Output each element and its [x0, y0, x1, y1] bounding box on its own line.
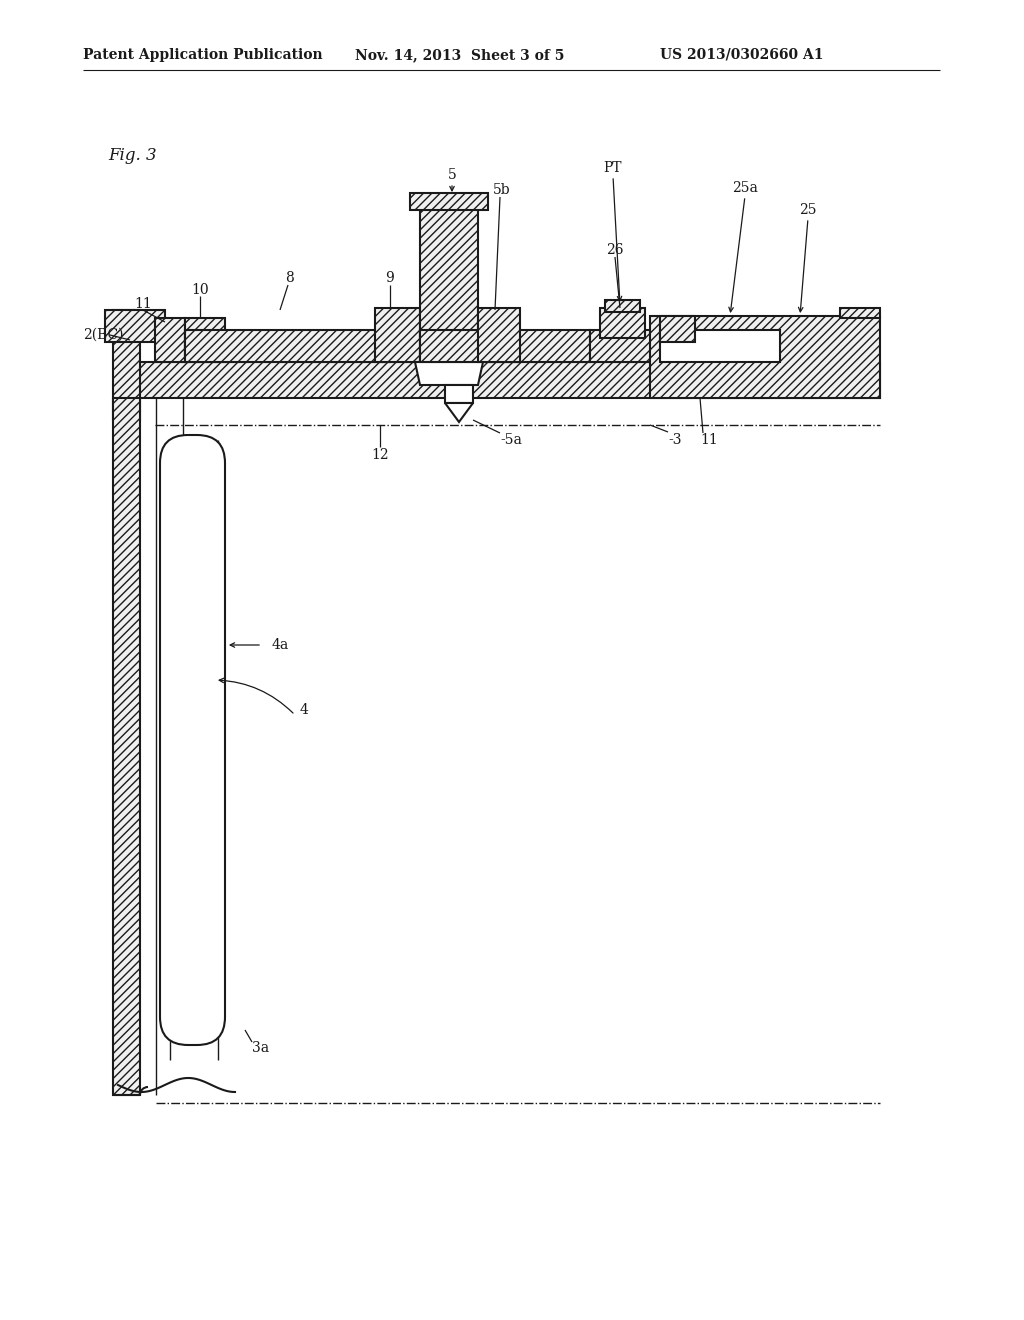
Text: 5b: 5b [494, 183, 511, 197]
Text: 4a: 4a [272, 638, 289, 652]
Text: 8: 8 [286, 271, 294, 285]
Bar [185, 318, 225, 362]
Bar [185, 330, 390, 362]
Text: 10: 10 [191, 282, 209, 297]
Bar [130, 362, 880, 399]
Bar [590, 330, 690, 362]
Text: Patent Application Publication: Patent Application Publication [83, 48, 323, 62]
FancyBboxPatch shape [160, 436, 225, 1045]
Text: -3: -3 [668, 433, 682, 447]
Bar [660, 330, 780, 362]
Text: 3a: 3a [252, 1041, 269, 1055]
Bar [410, 193, 488, 210]
Text: Nov. 14, 2013  Sheet 3 of 5: Nov. 14, 2013 Sheet 3 of 5 [355, 48, 564, 62]
Bar [113, 310, 140, 420]
Polygon shape [415, 362, 483, 385]
Bar [650, 315, 880, 399]
Bar [375, 308, 420, 362]
Text: 2(BC): 2(BC) [83, 327, 124, 342]
Bar [600, 308, 645, 338]
Text: 9: 9 [386, 271, 394, 285]
Text: Fig. 3: Fig. 3 [108, 147, 157, 164]
Bar [478, 308, 520, 362]
Text: 26: 26 [606, 243, 624, 257]
Text: 5: 5 [447, 168, 457, 182]
Text: 12: 12 [371, 447, 389, 462]
Bar [840, 308, 880, 318]
Text: 4: 4 [300, 704, 309, 717]
Text: 11: 11 [700, 433, 718, 447]
Bar [113, 399, 140, 1096]
Bar [660, 315, 695, 342]
Text: US 2013/0302660 A1: US 2013/0302660 A1 [660, 48, 823, 62]
Bar [420, 198, 478, 362]
Bar [105, 310, 165, 342]
Text: 25a: 25a [732, 181, 758, 195]
Text: -5a: -5a [500, 433, 522, 447]
Bar [605, 300, 640, 312]
Bar [445, 385, 473, 403]
Polygon shape [445, 403, 473, 422]
Text: 11: 11 [134, 297, 152, 312]
Text: 25: 25 [800, 203, 817, 216]
Text: PT: PT [604, 161, 623, 176]
Bar [420, 330, 590, 362]
Bar [155, 318, 185, 362]
